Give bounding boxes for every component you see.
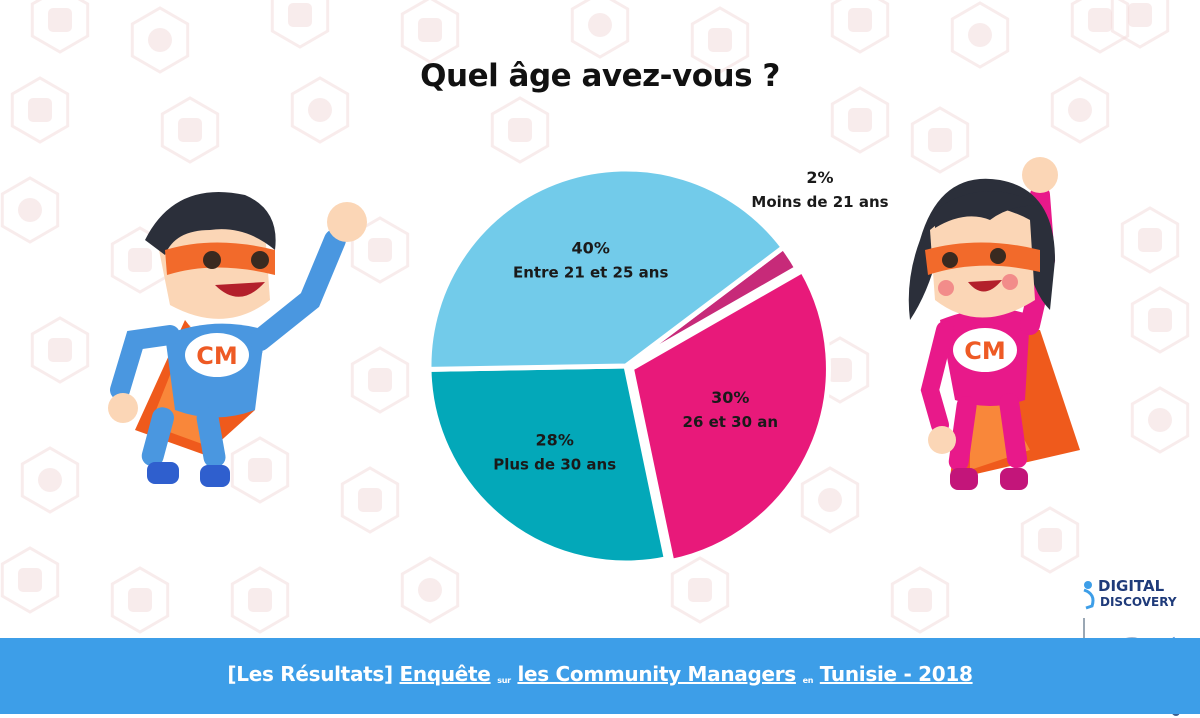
background-social-icon <box>350 346 410 414</box>
footer-part3: sur <box>497 676 511 685</box>
footer-banner: [Les Résultats] Enquête sur les Communit… <box>0 638 1200 714</box>
footer-part6: Tunisie - 2018 <box>819 662 973 686</box>
logo-mark-icon <box>1083 581 1095 610</box>
background-social-icon <box>20 446 80 514</box>
background-social-icon <box>670 556 730 624</box>
background-social-icon <box>570 0 630 59</box>
background-social-icon <box>1110 0 1170 49</box>
background-social-icon <box>10 76 70 144</box>
background-social-icon <box>690 6 750 74</box>
background-social-icon <box>340 466 400 534</box>
pie-slice <box>426 166 786 372</box>
background-social-icon <box>130 6 190 74</box>
footer-part4: les Community Managers <box>517 662 796 686</box>
background-social-icon <box>890 566 950 634</box>
background-social-icon <box>110 566 170 634</box>
background-social-icon <box>1120 206 1180 274</box>
background-social-icon <box>230 436 290 504</box>
pie-slice <box>628 268 831 564</box>
slice-percent-label: 30% <box>711 388 749 407</box>
background-social-icon <box>830 0 890 54</box>
background-social-icon <box>270 0 330 49</box>
pie-slice <box>426 363 669 566</box>
background-social-icon <box>0 546 60 614</box>
background-social-icon <box>950 1 1010 69</box>
logo-line2: DISCOVERY <box>1100 595 1177 609</box>
background-social-icon <box>30 0 90 54</box>
background-social-icon <box>160 96 220 164</box>
footer-part2: Enquête <box>399 662 491 686</box>
background-social-icon <box>1130 286 1190 354</box>
male-superhero-illustration: CM <box>108 192 367 487</box>
background-social-icon <box>1130 386 1190 454</box>
slice-percent-label: 2% <box>806 168 833 187</box>
background-social-icon <box>290 76 350 144</box>
slice-category-label: Entre 21 et 25 ans <box>513 264 668 282</box>
background-social-icon <box>400 556 460 624</box>
chart-title: Quel âge avez-vous ? <box>420 58 780 94</box>
footer-text: [Les Résultats] Enquête sur les Communit… <box>0 662 1200 686</box>
slice-category-label: Moins de 21 ans <box>751 193 888 211</box>
footer-part5: en <box>802 676 814 685</box>
heroine-badge-text: CM <box>964 337 1006 365</box>
background-social-icon <box>1020 506 1080 574</box>
slice-category-label: Plus de 30 ans <box>493 455 616 473</box>
background-social-icon <box>490 96 550 164</box>
background-social-icon <box>800 466 860 534</box>
background-social-icon <box>1050 76 1110 144</box>
background-social-icon <box>0 176 60 244</box>
background-social-icon <box>30 316 90 384</box>
hero-badge-text: CM <box>196 342 238 370</box>
background-social-icon <box>910 106 970 174</box>
footer-part1: [Les Résultats] <box>227 662 393 686</box>
background-social-icon <box>1070 0 1130 54</box>
background-social-icon <box>230 566 290 634</box>
slice-percent-label: 40% <box>572 239 610 258</box>
background-social-icon <box>400 0 460 64</box>
slice-percent-label: 28% <box>536 430 574 449</box>
background-social-icon <box>830 86 890 154</box>
slice-category-label: 26 et 30 an <box>683 413 779 431</box>
logo-line1: DIGITAL <box>1098 577 1165 595</box>
female-superhero-illustration: CM <box>908 157 1080 490</box>
